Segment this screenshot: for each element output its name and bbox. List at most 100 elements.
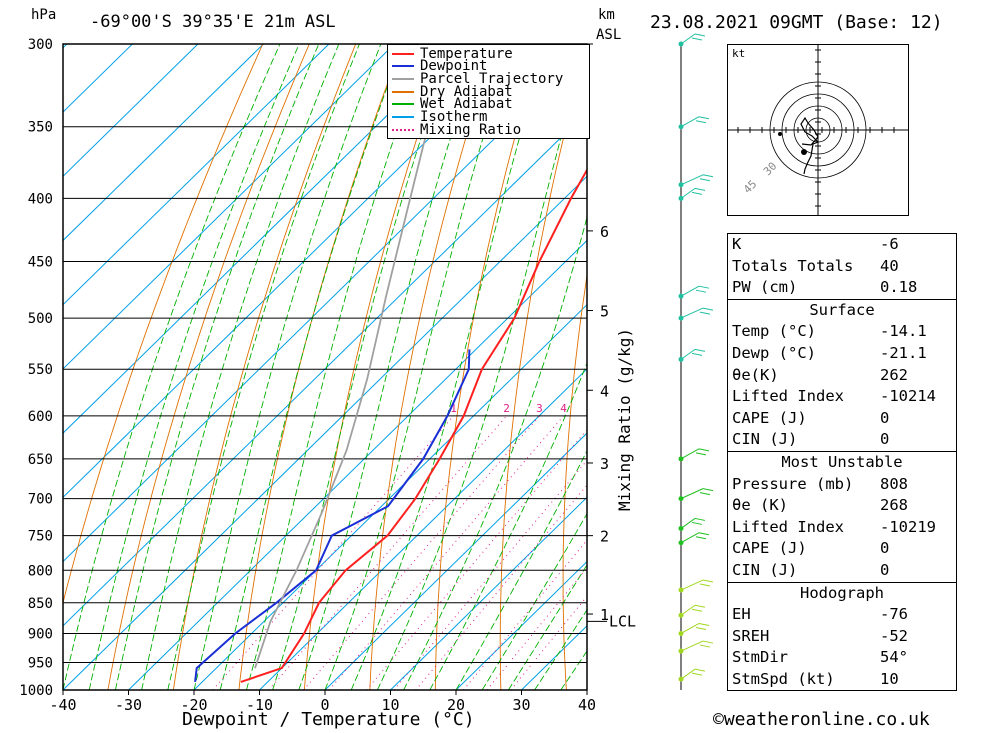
isotherm-line — [63, 44, 526, 499]
mixing-ratio-label: 6 — [595, 402, 602, 415]
wind-barb — [680, 285, 710, 297]
isotherm-line — [63, 44, 395, 370]
legend-label: Temperature — [420, 45, 513, 62]
isotherm-line — [63, 44, 461, 434]
index-row: Lifted Index -10219 — [728, 517, 956, 539]
index-value: -10219 — [880, 517, 936, 536]
mixing-ratio-line — [328, 415, 564, 690]
index-row: CIN (J) 0 — [728, 429, 956, 451]
mixing-ratio-label: 10 — [639, 402, 652, 415]
hodograph-trace — [800, 116, 820, 175]
isotherm-line — [63, 47, 587, 563]
height-tick-label: 2 — [600, 528, 609, 546]
index-value: 0 — [880, 430, 890, 449]
legend-label: Dry Adiabat — [420, 83, 513, 100]
datetime-title: 23.08.2021 09GMT (Base: 12) — [650, 12, 943, 33]
index-label: Totals Totals — [732, 256, 854, 275]
index-row: StmDir 54° — [728, 647, 956, 669]
location-title: -69°00'S 39°35'E 21m ASL — [90, 12, 336, 32]
index-row: SREH -52 — [728, 626, 956, 648]
height-tick-label: 1 — [600, 606, 609, 624]
height-tick-label: 3 — [600, 455, 609, 473]
legend-item: Temperature — [392, 45, 513, 62]
isotherm-line — [63, 44, 133, 113]
legend-item: Dry Adiabat — [392, 83, 513, 100]
mixing-ratio-line — [366, 428, 587, 690]
index-row: PW (cm) 0.18 — [728, 277, 956, 299]
index-value: 0 — [880, 539, 890, 558]
credit-link[interactable]: ©weatheronline.co.uk — [713, 709, 930, 730]
isotherm-line — [63, 44, 264, 242]
index-row: CIN (J) 0 — [728, 560, 956, 582]
index-label: Pressure (mb) — [732, 474, 854, 493]
index-label: SREH — [732, 626, 770, 645]
pressure-tick-label: 400 — [28, 191, 53, 207]
pressure-tick-label: 1000 — [19, 683, 53, 699]
mixing-ratio-label: 2 — [503, 402, 510, 415]
wet-adiabat-line — [63, 44, 281, 690]
index-label: K — [732, 235, 742, 253]
dry-adiabat-line — [172, 44, 357, 690]
wet-adiabat-line — [429, 361, 587, 690]
hodograph-title: Hodograph — [800, 583, 884, 602]
x-tick-label: 40 — [578, 696, 596, 714]
wind-barb — [680, 517, 706, 529]
x-tick-label: 30 — [512, 696, 530, 714]
wet-adiabat-line — [350, 44, 548, 690]
isotherm-line — [455, 560, 587, 690]
wind-barb — [680, 532, 710, 544]
mixing-ratio-label: 20 — [706, 402, 719, 415]
most-unstable-section: Most Unstable Pressure (mb) 808 θe (K) 268 L… — [728, 450, 956, 582]
wind-barb — [680, 33, 706, 45]
wind-barb — [680, 174, 714, 186]
plot-frame — [62, 43, 588, 691]
wind-barb — [680, 307, 714, 319]
index-value: 54° — [880, 648, 908, 667]
hodograph-unit-label: kt — [732, 47, 745, 60]
temperature-line — [240, 167, 587, 683]
hodograph-point — [778, 132, 782, 136]
hodograph-section: Hodograph EH -76 SREH -52 StmDir 54° StmSpd (k… — [728, 581, 956, 691]
index-label: CIN (J) — [732, 430, 798, 449]
height-tick-label: 5 — [600, 303, 609, 321]
isotherm-line — [63, 44, 199, 177]
index-value: 0 — [880, 560, 890, 579]
index-row: K -6 — [728, 234, 956, 256]
wet-adiabat-line — [376, 44, 587, 690]
index-row: Lifted Index -10214 — [728, 386, 956, 408]
isotherm-line — [63, 44, 330, 306]
hodograph-storm-marker — [801, 149, 807, 155]
pressure-tick-label: 350 — [28, 120, 53, 136]
dewpoint-line — [194, 349, 471, 683]
legend-label: Parcel Trajectory — [420, 70, 564, 87]
pressure-unit-label: hPa — [31, 7, 57, 23]
pressure-tick-label: 800 — [28, 563, 53, 579]
legend-label: Wet Adiabat — [420, 96, 513, 113]
index-label: PW (cm) — [732, 278, 798, 297]
mixing-ratio-label: 16 — [684, 402, 697, 415]
index-label: CIN (J) — [732, 560, 798, 579]
isotherm-line — [0, 44, 1, 690]
wind-barb — [680, 187, 706, 199]
legend-swatch — [392, 90, 414, 93]
index-value: 10 — [880, 669, 899, 688]
index-label: Lifted Index — [732, 387, 844, 406]
wet-adiabat-line — [245, 44, 428, 690]
wind-barb — [680, 448, 710, 460]
pressure-tick-label: 750 — [28, 529, 53, 545]
wind-barb — [680, 488, 714, 500]
mixing-ratio-line — [303, 415, 540, 690]
index-value: 268 — [880, 496, 908, 515]
x-tick-label: -10 — [246, 696, 273, 714]
x-tick-label: 0 — [320, 696, 329, 714]
legend-item: Dewpoint — [392, 58, 487, 74]
index-value: -10214 — [880, 387, 936, 406]
wind-barb — [680, 348, 706, 360]
index-value: -76 — [880, 605, 908, 624]
wet-adiabat-line — [193, 44, 382, 690]
dry-adiabat-line — [683, 44, 727, 690]
legend-label: Mixing Ratio — [420, 121, 522, 138]
index-value: 0 — [880, 408, 890, 427]
index-label: EH — [732, 605, 751, 624]
surface-section: Surface Temp (°C) -14.1 Dewp (°C) -21.1 θe(K… — [728, 298, 956, 451]
